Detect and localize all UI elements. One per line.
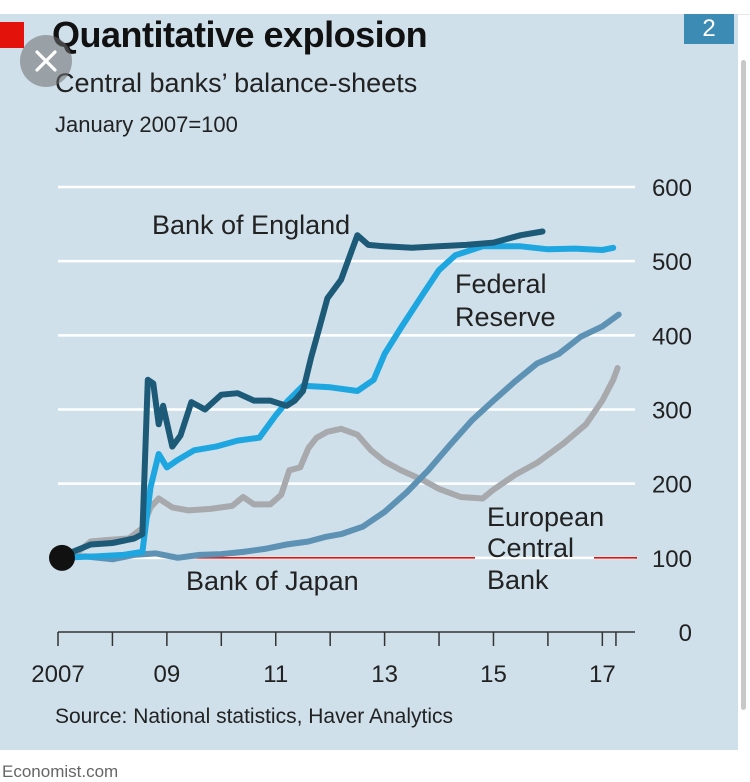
brand-red-tag [0, 22, 24, 48]
series-line-european-central-bank [55, 311, 622, 563]
chart-title: Quantitative explosion [52, 14, 428, 55]
series-label-federal-reserve: Federal [455, 269, 547, 299]
footer-credit: Economist.com [2, 762, 119, 781]
series-label-european-central-bank: Bank [487, 565, 549, 595]
series-label-federal-reserve: Reserve [455, 302, 556, 332]
x-tick-label: 11 [263, 661, 288, 688]
y-tick-label-400: 400 [652, 323, 692, 350]
y-tick-label-0: 0 [679, 620, 692, 647]
close-icon [35, 50, 57, 72]
series-label-european-central-bank: European [487, 502, 604, 532]
x-tick-label: 17 [589, 661, 616, 688]
close-button[interactable] [20, 35, 72, 87]
chart-source: Source: National statistics, Haver Analy… [55, 705, 453, 728]
y-tick-label-100: 100 [652, 546, 692, 573]
x-tick-label: 15 [480, 661, 507, 688]
scrollbar[interactable] [741, 60, 746, 710]
y-tick-label-600: 600 [652, 175, 692, 202]
x-tick-label: 13 [371, 661, 398, 688]
x-tick-label: 2007 [31, 661, 84, 688]
chart-unit-label: January 2007=100 [55, 112, 238, 137]
series-label-european-central-bank: Central [487, 533, 574, 563]
y-tick-label-500: 500 [652, 249, 692, 276]
series-label-bank-of-england: Bank of England [152, 210, 350, 240]
chart-number-badge: 2 [684, 14, 734, 44]
series-label-bank-of-japan: Bank of Japan [186, 566, 359, 596]
x-tick-label: 09 [154, 661, 181, 688]
y-tick-label-300: 300 [652, 398, 692, 425]
y-tick-label-200: 200 [652, 472, 692, 499]
start-marker-dot [49, 544, 75, 571]
series-line-bank-of-england [55, 228, 546, 561]
chart-subtitle: Central banks’ balance-sheets [55, 68, 418, 98]
series-line-bank-of-japan [55, 365, 621, 561]
